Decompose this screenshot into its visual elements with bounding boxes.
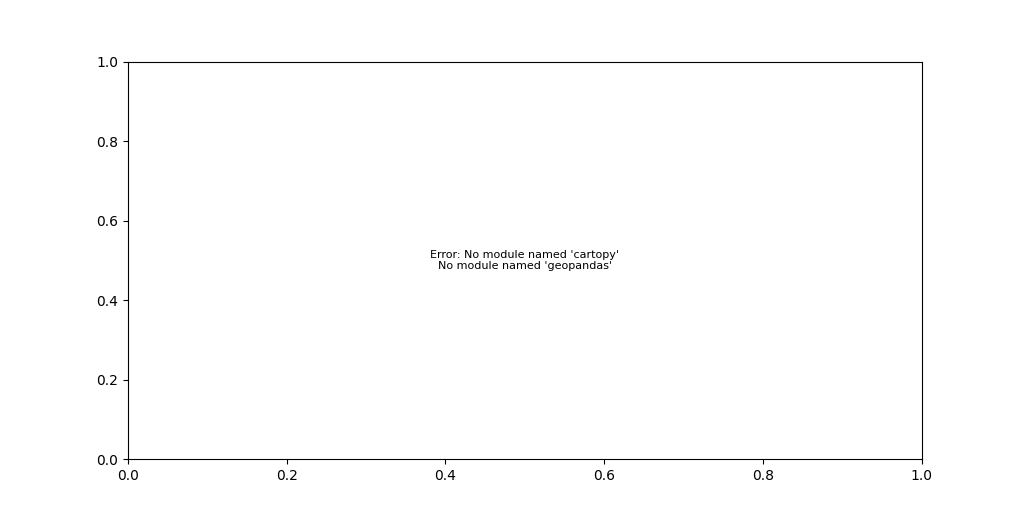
Text: Error: No module named 'cartopy'
No module named 'geopandas': Error: No module named 'cartopy' No modu…	[430, 250, 620, 271]
